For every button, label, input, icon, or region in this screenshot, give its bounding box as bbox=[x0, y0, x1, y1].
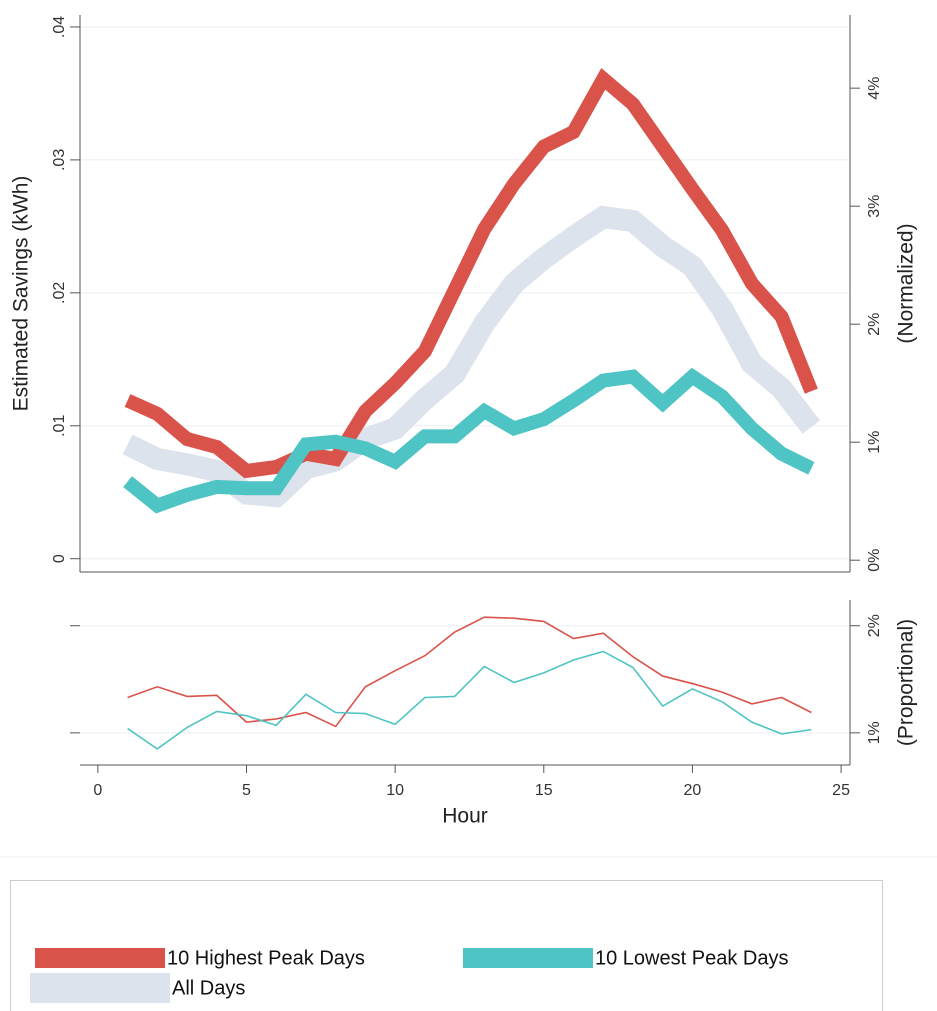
x-axis-title: Hour bbox=[442, 805, 488, 828]
legend-box bbox=[10, 880, 883, 1011]
y-tick-label: .03 bbox=[51, 149, 68, 171]
y2-tick-label: 2% bbox=[866, 313, 883, 336]
series-line bbox=[123, 367, 815, 514]
legend-swatch bbox=[463, 948, 593, 968]
series-line bbox=[127, 650, 812, 750]
y-tick-label: 0 bbox=[51, 554, 68, 563]
x-tick-label: 15 bbox=[535, 782, 553, 799]
y-tick-label: .01 bbox=[51, 415, 68, 437]
y-tick-label: .02 bbox=[51, 282, 68, 304]
y2-tick-label: 1% bbox=[866, 721, 883, 744]
y-axis-title: Estimated Savings (kWh) bbox=[10, 176, 33, 412]
x-tick-label: 25 bbox=[832, 782, 850, 799]
legend-label: 10 Highest Peak Days bbox=[167, 947, 365, 969]
y-tick-label: .04 bbox=[51, 16, 68, 38]
y2-tick-label: 3% bbox=[866, 195, 883, 218]
x-tick-label: 5 bbox=[242, 782, 251, 799]
series-line bbox=[127, 616, 812, 728]
y2-tick-label: 4% bbox=[866, 77, 883, 100]
y2-tick-label: 2% bbox=[866, 614, 883, 637]
y2-axis-title: (Normalized) bbox=[895, 223, 918, 343]
legend-label: All Days bbox=[172, 977, 245, 999]
legend-label: 10 Lowest Peak Days bbox=[595, 947, 788, 969]
x-tick-label: 10 bbox=[386, 782, 404, 799]
series-line bbox=[124, 67, 818, 479]
x-tick-label: 20 bbox=[684, 782, 702, 799]
y2-tick-label: 0% bbox=[866, 549, 883, 572]
y2-tick-label: 1% bbox=[866, 431, 883, 454]
y2-axis-title: (Proportional) bbox=[895, 619, 918, 746]
legend-swatch bbox=[35, 948, 165, 968]
legend-swatch bbox=[30, 973, 170, 1003]
x-tick-label: 0 bbox=[93, 782, 102, 799]
